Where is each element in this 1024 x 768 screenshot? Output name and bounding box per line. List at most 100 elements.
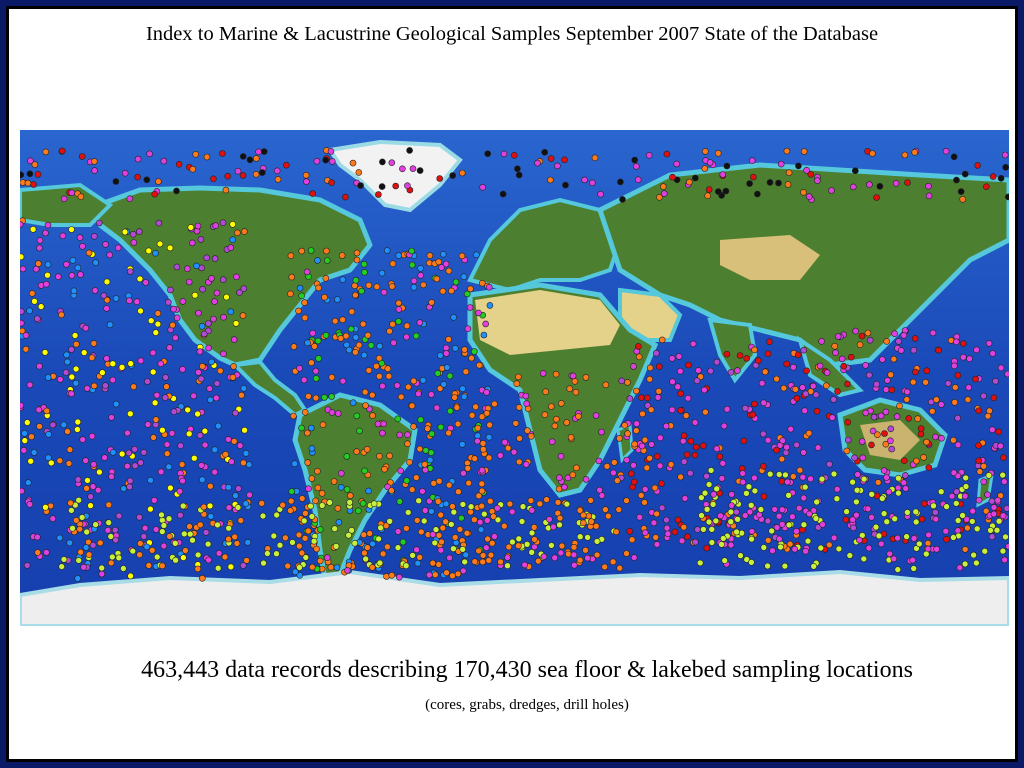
sample-point (675, 353, 683, 360)
sample-point (663, 150, 671, 158)
sample-point (773, 446, 780, 454)
sample-point (558, 542, 566, 550)
sample-point (510, 151, 518, 159)
sample-point (194, 222, 202, 230)
sample-point (295, 531, 303, 539)
sample-point (369, 540, 376, 548)
sample-point (706, 159, 714, 166)
sample-point (915, 540, 923, 548)
sample-point (806, 510, 813, 518)
sample-point (910, 535, 918, 542)
sample-point (500, 522, 508, 530)
sample-point (536, 500, 544, 508)
sample-point (282, 161, 290, 169)
sample-point (472, 403, 479, 411)
sample-point (79, 436, 87, 443)
sample-point (91, 233, 98, 240)
sample-point (304, 339, 311, 347)
sample-point (152, 416, 160, 423)
sample-point (459, 385, 466, 393)
sample-point (515, 535, 523, 543)
sample-point (85, 551, 93, 559)
sample-point (307, 424, 315, 432)
sample-point (616, 435, 623, 442)
sample-point (739, 470, 747, 477)
sample-point (648, 441, 655, 448)
sample-point (118, 450, 126, 458)
sample-point (954, 517, 962, 524)
sample-point (62, 369, 70, 376)
sample-point (819, 521, 826, 528)
sample-point (604, 512, 612, 520)
sample-point (290, 343, 298, 350)
sample-point (775, 179, 782, 187)
sample-point (21, 437, 29, 444)
sample-point (158, 511, 165, 519)
sample-point (999, 547, 1007, 555)
sample-point (172, 539, 179, 547)
sample-point (851, 454, 858, 462)
sample-point (474, 437, 481, 445)
sample-point (360, 260, 368, 268)
sample-point (68, 226, 75, 233)
sample-point (512, 420, 520, 427)
sample-point (312, 375, 320, 382)
sample-point (42, 280, 50, 288)
sample-point (393, 382, 401, 389)
sample-point (240, 562, 247, 569)
sample-point (773, 375, 780, 383)
sample-point (210, 175, 217, 183)
sample-point (41, 349, 49, 356)
sample-point (236, 442, 244, 449)
sample-point (486, 421, 493, 429)
sample-point (225, 436, 232, 443)
sample-point (705, 518, 713, 526)
sample-point (552, 370, 560, 378)
sample-point (413, 546, 420, 554)
sample-point (779, 437, 787, 444)
sample-point (923, 438, 930, 446)
sample-point (551, 422, 559, 430)
sample-point (454, 420, 462, 428)
sample-point (900, 457, 908, 465)
sample-point (920, 454, 927, 461)
sample-point (561, 156, 568, 164)
sample-point (210, 315, 217, 323)
sample-point (112, 178, 120, 185)
sample-point (352, 276, 360, 284)
sample-point (698, 512, 705, 519)
sample-point (63, 261, 70, 268)
sample-point (173, 187, 180, 195)
sample-point (458, 440, 466, 448)
sample-point (727, 541, 735, 549)
sample-point (198, 323, 206, 330)
sample-point (54, 273, 62, 280)
sample-point (768, 527, 776, 535)
sample-point (383, 573, 390, 580)
sample-point (302, 509, 309, 517)
sample-point (443, 569, 450, 577)
sample-point (778, 455, 786, 463)
sample-point (584, 554, 591, 562)
sample-point (162, 374, 169, 381)
sample-point (782, 471, 789, 479)
sample-point (44, 261, 52, 268)
sample-point (356, 427, 363, 435)
sample-point (602, 506, 609, 513)
sample-point (557, 452, 565, 460)
sample-point (483, 388, 490, 396)
sample-point (478, 502, 486, 510)
sample-point (145, 247, 152, 255)
sample-point (417, 416, 425, 424)
sample-point (475, 361, 483, 369)
sample-point (547, 403, 555, 410)
sample-point (66, 446, 74, 453)
sample-point (677, 407, 685, 414)
sample-point (159, 528, 166, 535)
sample-point (345, 346, 353, 354)
sample-point (468, 354, 475, 362)
sample-point (718, 541, 725, 548)
sample-point (379, 550, 387, 558)
sample-point (859, 454, 867, 462)
sample-point (818, 475, 826, 483)
